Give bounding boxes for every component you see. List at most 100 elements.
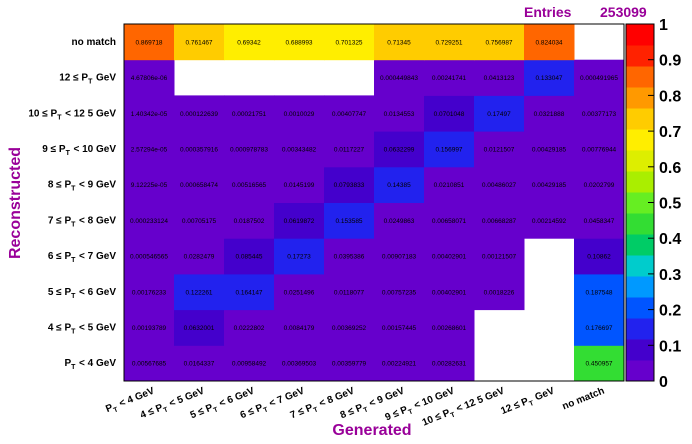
- cell-value-label: 0.00757235: [382, 289, 417, 296]
- color-scale-tick-label: 0.4: [659, 231, 681, 248]
- heatmap-cell: [274, 345, 325, 382]
- heatmap-cell: [224, 166, 275, 203]
- heatmap-cell: [574, 131, 625, 168]
- cell-value-label: 0.00268601: [432, 325, 467, 332]
- heatmap-cell: [324, 24, 375, 61]
- cell-value-label: 0.00176233: [132, 289, 167, 296]
- cell-value-label: 0.00369503: [282, 361, 317, 368]
- cell-value-label: 0.00241741: [432, 75, 467, 82]
- heatmap-cell: [374, 95, 425, 132]
- heatmap-cell: [424, 273, 475, 311]
- cell-value-label: 0.0249863: [384, 218, 415, 225]
- cell-value-label: 0.00157445: [382, 325, 417, 332]
- cell-value-label: 0.00907183: [382, 254, 417, 261]
- color-scale-segment: [626, 45, 654, 67]
- heatmap-cell: [574, 95, 625, 132]
- heatmap-cell: [524, 59, 575, 96]
- cell-value-label: 0.000233124: [130, 218, 168, 225]
- cell-value-label: 0.00705175: [182, 218, 217, 225]
- heatmap-cell: [274, 95, 325, 132]
- cell-value-label: 0.00429185: [532, 182, 567, 189]
- heatmap-cells: 0.00567685 0.0164337 0.00958492 0.00369503 0…: [123, 23, 625, 382]
- heatmap-cell: [374, 59, 425, 96]
- heatmap-cell: [174, 309, 225, 346]
- color-scale-segment: [626, 87, 654, 109]
- cell-value-label: 0.187548: [585, 289, 612, 296]
- color-scale-segment: [626, 213, 654, 235]
- heatmap-cell: [374, 345, 425, 382]
- cell-value-label: 0.000546565: [130, 254, 168, 261]
- cell-value-label: 0.00121507: [482, 254, 517, 261]
- cell-value-label: 0.00516565: [232, 182, 267, 189]
- heatmap-cell: [324, 345, 375, 382]
- color-scale-segment: [626, 339, 654, 361]
- heatmap-cell: [574, 202, 625, 239]
- color-scale-tick-label: 0: [659, 374, 668, 391]
- color-scale-tick-label: 0.6: [659, 160, 681, 177]
- heatmap-cell: [374, 238, 425, 275]
- heatmap-cell: [524, 24, 575, 61]
- color-scale-segment: [626, 150, 654, 172]
- cell-value-label: 0.0222802: [234, 325, 265, 332]
- heatmap-cell: [124, 95, 175, 132]
- heatmap-cell: [224, 309, 275, 346]
- color-scale-tick-label: 1: [659, 17, 668, 34]
- cell-value-label: 0.00343482: [282, 146, 317, 153]
- y-tick-labels: PT < 4 GeV 4 ≤ PT < 5 GeV 5 ≤ PT < 6 GeV 6 …: [28, 37, 116, 371]
- cell-value-label: 0.0210851: [434, 182, 465, 189]
- heatmap-cell: [424, 345, 475, 382]
- cell-value-label: 0.00776944: [582, 146, 617, 153]
- heatmap-cell: [574, 238, 625, 275]
- color-scale-tick-label: 0.5: [659, 196, 681, 213]
- heatmap-cell: [174, 238, 225, 275]
- cell-value-label: 0.10862: [587, 254, 611, 261]
- cell-value-label: 0.0117227: [334, 146, 365, 153]
- heatmap-cell: [474, 238, 525, 275]
- heatmap-cell: [224, 238, 275, 275]
- cell-value-label: 0.00429185: [532, 146, 567, 153]
- cell-value-label: 0.756987: [485, 39, 512, 46]
- heatmap-cell: [124, 166, 175, 203]
- cell-value-label: 0.0413123: [484, 75, 515, 82]
- heatmap-cell: [274, 238, 325, 275]
- cell-value-label: 0.17273: [287, 254, 311, 261]
- cell-value-label: 0.00486027: [482, 182, 517, 189]
- heatmap-cell: [374, 24, 425, 61]
- cell-value-label: 0.164147: [235, 289, 262, 296]
- heatmap-cell: [174, 166, 225, 203]
- heatmap-cell: [324, 309, 375, 346]
- heatmap-cell: [124, 345, 175, 382]
- heatmap-cell: [174, 273, 225, 311]
- heatmap-cell: [124, 24, 175, 61]
- heatmap-cell: [374, 166, 425, 203]
- heatmap-cell: [374, 131, 425, 168]
- color-scale-tick-label: 0.1: [659, 338, 681, 355]
- cell-value-label: 0.122261: [185, 289, 212, 296]
- heatmap-cell: [574, 166, 625, 203]
- cell-value-label: 0.000491965: [580, 75, 618, 82]
- stats-entries-value: 253099: [600, 4, 647, 20]
- heatmap-cell: [274, 309, 325, 346]
- x-tick-label: no match: [561, 386, 606, 413]
- heatmap-cell: [574, 309, 625, 346]
- cell-value-label: 0.729251: [435, 39, 462, 46]
- cell-value-label: 0.156997: [435, 146, 462, 153]
- heatmap-cell: [474, 24, 525, 61]
- cell-value-label: 0.176697: [585, 325, 612, 332]
- heatmap-cell: [174, 131, 225, 168]
- cell-value-label: 0.0202799: [584, 182, 615, 189]
- heatmap-cell: [424, 24, 475, 61]
- heatmap-cell: [124, 273, 175, 311]
- cell-value-label: 0.0134553: [384, 111, 415, 118]
- heatmap-cell: [274, 166, 325, 203]
- heatmap-cell: [574, 273, 625, 311]
- heatmap-cell: [224, 345, 275, 382]
- y-axis-title: Reconstructed: [7, 147, 24, 259]
- heatmap-cell: [424, 131, 475, 168]
- cell-value-label: 0.00193789: [132, 325, 167, 332]
- cell-value-label: 0.000658474: [180, 182, 218, 189]
- heatmap-cell: [124, 309, 175, 346]
- heatmap-cell: [124, 238, 175, 275]
- heatmap-cell: [124, 202, 175, 239]
- heatmap-cell: [274, 24, 325, 61]
